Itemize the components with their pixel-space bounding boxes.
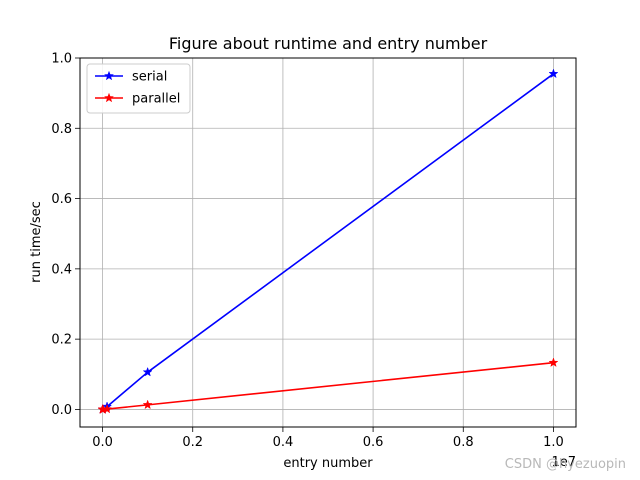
data-point	[548, 357, 559, 368]
y-tick-label: 0.6	[51, 192, 72, 207]
plot-area	[80, 58, 576, 427]
y-tick-label: 0.4	[51, 262, 72, 277]
data-point	[142, 399, 153, 410]
legend-item-serial: serial	[95, 70, 167, 85]
legend-star-marker-icon	[103, 70, 115, 81]
x-tick-label: 0.6	[363, 435, 384, 450]
data-point	[142, 366, 153, 377]
x-tick-label: 0.2	[182, 435, 203, 450]
legend: serial parallel	[86, 63, 191, 114]
series-parallel	[97, 357, 559, 414]
data-point	[101, 403, 113, 414]
y-tick-label: 0.8	[51, 122, 72, 137]
y-tick-label: 0.0	[51, 403, 72, 418]
legend-label: serial	[132, 70, 167, 85]
watermark-text: CSDN @hyezuopin	[505, 457, 626, 472]
y-tick-label: 0.2	[51, 333, 72, 348]
legend-star-marker-icon	[103, 92, 115, 103]
legend-item-parallel: parallel	[95, 92, 180, 107]
x-axis-label: entry number	[283, 456, 373, 471]
x-axis-offset-label: 1e7	[551, 455, 576, 470]
series-layer	[97, 68, 559, 414]
y-tick-label: 1.0	[51, 52, 72, 67]
x-tick-label: 0.8	[453, 435, 474, 450]
axis-ticks: 0.0 0.2 0.4 0.6 0.8 1.0 0.0 0.2 0.4 0.6 0.8 1.0	[51, 52, 563, 451]
plot-frame	[79, 57, 577, 428]
legend-label: parallel	[132, 92, 180, 107]
x-tick-label: 0.0	[92, 435, 113, 450]
data-point	[548, 68, 559, 79]
y-axis-label: run time/sec	[29, 201, 44, 283]
x-tick-label: 1.0	[543, 435, 564, 450]
chart-title: Figure about runtime and entry number	[169, 34, 488, 53]
x-tick-label: 0.4	[273, 435, 294, 450]
